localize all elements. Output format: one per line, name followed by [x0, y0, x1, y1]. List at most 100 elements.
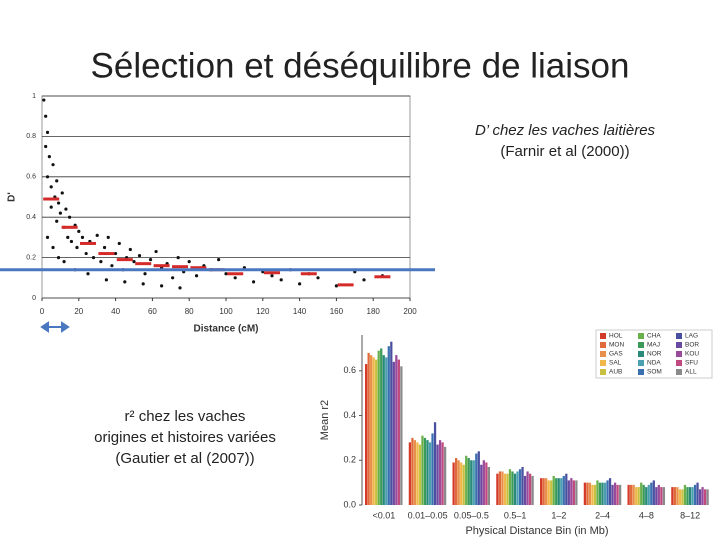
data-point [51, 163, 55, 167]
data-point [44, 114, 48, 118]
x-tick-label: <0.01 [372, 510, 395, 520]
legend-label: HOL [609, 333, 623, 340]
bar [616, 484, 619, 505]
bar [606, 480, 609, 505]
legend-label: SFU [685, 360, 698, 367]
y-tick-label: 0.4 [343, 410, 356, 420]
legend-label: MON [609, 342, 624, 349]
data-point [86, 272, 90, 276]
bar [550, 480, 553, 505]
mean-dash [300, 272, 317, 276]
caption-bottom: r² chez les vaches origines et histoires… [60, 406, 310, 469]
data-point [75, 245, 79, 250]
bar [630, 484, 633, 505]
bar [487, 466, 490, 505]
bar [385, 357, 388, 505]
data-point [132, 260, 136, 264]
data-point [60, 191, 64, 195]
mean-dash [153, 264, 170, 268]
data-point [77, 229, 81, 233]
data-point [62, 260, 66, 264]
bar [375, 359, 378, 505]
bar [441, 442, 444, 505]
bar [608, 478, 612, 505]
legend-swatch [676, 369, 682, 375]
data-point [56, 201, 61, 205]
bar [560, 478, 563, 505]
y-tick-label: 0.6 [343, 365, 356, 375]
bar [613, 482, 617, 505]
bar [392, 361, 395, 505]
bar [400, 366, 403, 505]
bar [498, 471, 502, 505]
bar [632, 484, 635, 505]
bar [513, 473, 517, 505]
x-tick-label: 2–4 [595, 510, 610, 520]
bar [540, 478, 543, 505]
bar [637, 487, 640, 505]
bar [508, 469, 512, 505]
bar [457, 460, 460, 505]
data-point [51, 245, 55, 250]
bar [678, 489, 682, 505]
data-point [160, 284, 164, 288]
data-point [154, 249, 158, 254]
x-tick-label: 80 [185, 307, 194, 316]
bar [413, 440, 417, 505]
y-tick-label: 0 [32, 295, 36, 302]
data-point [316, 276, 320, 280]
bar [526, 471, 529, 505]
legend-swatch [600, 333, 606, 339]
y-tick-label: 0.0 [343, 499, 356, 509]
legend-swatch [600, 360, 606, 366]
data-point [55, 219, 59, 223]
data-point [114, 251, 118, 256]
data-point [95, 233, 99, 237]
bar [618, 484, 622, 505]
bar [676, 487, 679, 505]
legend-label: NOR [647, 351, 662, 358]
data-point [55, 179, 59, 183]
bar [395, 355, 398, 505]
bar [611, 484, 614, 505]
y-tick-label: 0.2 [343, 455, 356, 465]
legend-label: NDA [647, 360, 661, 367]
x-tick-label: 160 [330, 307, 344, 316]
bar [583, 482, 587, 505]
legend-swatch [638, 333, 644, 339]
bar [671, 487, 674, 505]
y-tick-label: 0.2 [26, 254, 36, 261]
bar [470, 460, 473, 505]
mean-dash [61, 225, 78, 229]
mean-dash [172, 265, 188, 269]
data-point [44, 144, 48, 149]
x-tick-label: 4–8 [639, 510, 654, 520]
bar [467, 458, 470, 505]
bar [475, 453, 478, 505]
slide-title: Sélection et déséquilibre de liaison [91, 46, 630, 85]
y-tick-label: 0.4 [26, 214, 36, 221]
legend-swatch [638, 369, 644, 375]
bar [380, 348, 383, 505]
bar [521, 466, 524, 505]
bar [693, 484, 697, 505]
data-point [362, 278, 366, 282]
bar [657, 484, 660, 505]
bar [523, 475, 527, 505]
data-point [252, 280, 256, 284]
legend-swatch [600, 369, 606, 375]
x-tick-label: 40 [111, 307, 120, 316]
bar [408, 442, 412, 505]
bar [365, 364, 368, 505]
data-point [171, 276, 175, 280]
bar [696, 482, 699, 505]
bar [647, 484, 650, 505]
bar [516, 471, 519, 505]
legend-swatch [638, 351, 644, 357]
data-point [56, 256, 61, 260]
bar [545, 478, 548, 505]
bar [640, 482, 643, 505]
bar [438, 440, 442, 505]
bar [593, 484, 597, 505]
data-point [143, 272, 147, 276]
